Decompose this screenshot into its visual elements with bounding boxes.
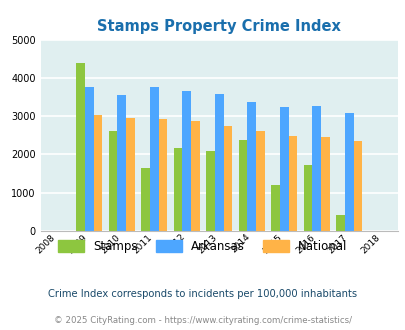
Bar [214,94,223,231]
Bar [76,63,85,231]
Bar [94,115,102,231]
Bar [109,131,117,231]
Bar [158,119,167,231]
Title: Stamps Property Crime Index: Stamps Property Crime Index [97,19,340,34]
Bar [126,118,134,231]
Bar [320,137,329,231]
Bar [191,121,199,231]
Bar [173,148,182,231]
Bar [206,150,214,231]
Bar [344,113,353,231]
Bar [288,136,296,231]
Bar [182,91,191,231]
Bar [238,140,247,231]
Text: © 2025 CityRating.com - https://www.cityrating.com/crime-statistics/: © 2025 CityRating.com - https://www.city… [54,315,351,325]
Bar [311,106,320,231]
Bar [271,185,279,231]
Bar [85,87,94,231]
Bar [256,131,264,231]
Bar [223,126,232,231]
Legend: Stamps, Arkansas, National: Stamps, Arkansas, National [53,236,352,258]
Text: Crime Index corresponds to incidents per 100,000 inhabitants: Crime Index corresponds to incidents per… [48,289,357,299]
Bar [279,107,288,231]
Bar [149,87,158,231]
Bar [353,141,361,231]
Bar [335,215,344,231]
Bar [247,102,256,231]
Bar [303,165,311,231]
Bar [117,95,126,231]
Bar [141,168,149,231]
